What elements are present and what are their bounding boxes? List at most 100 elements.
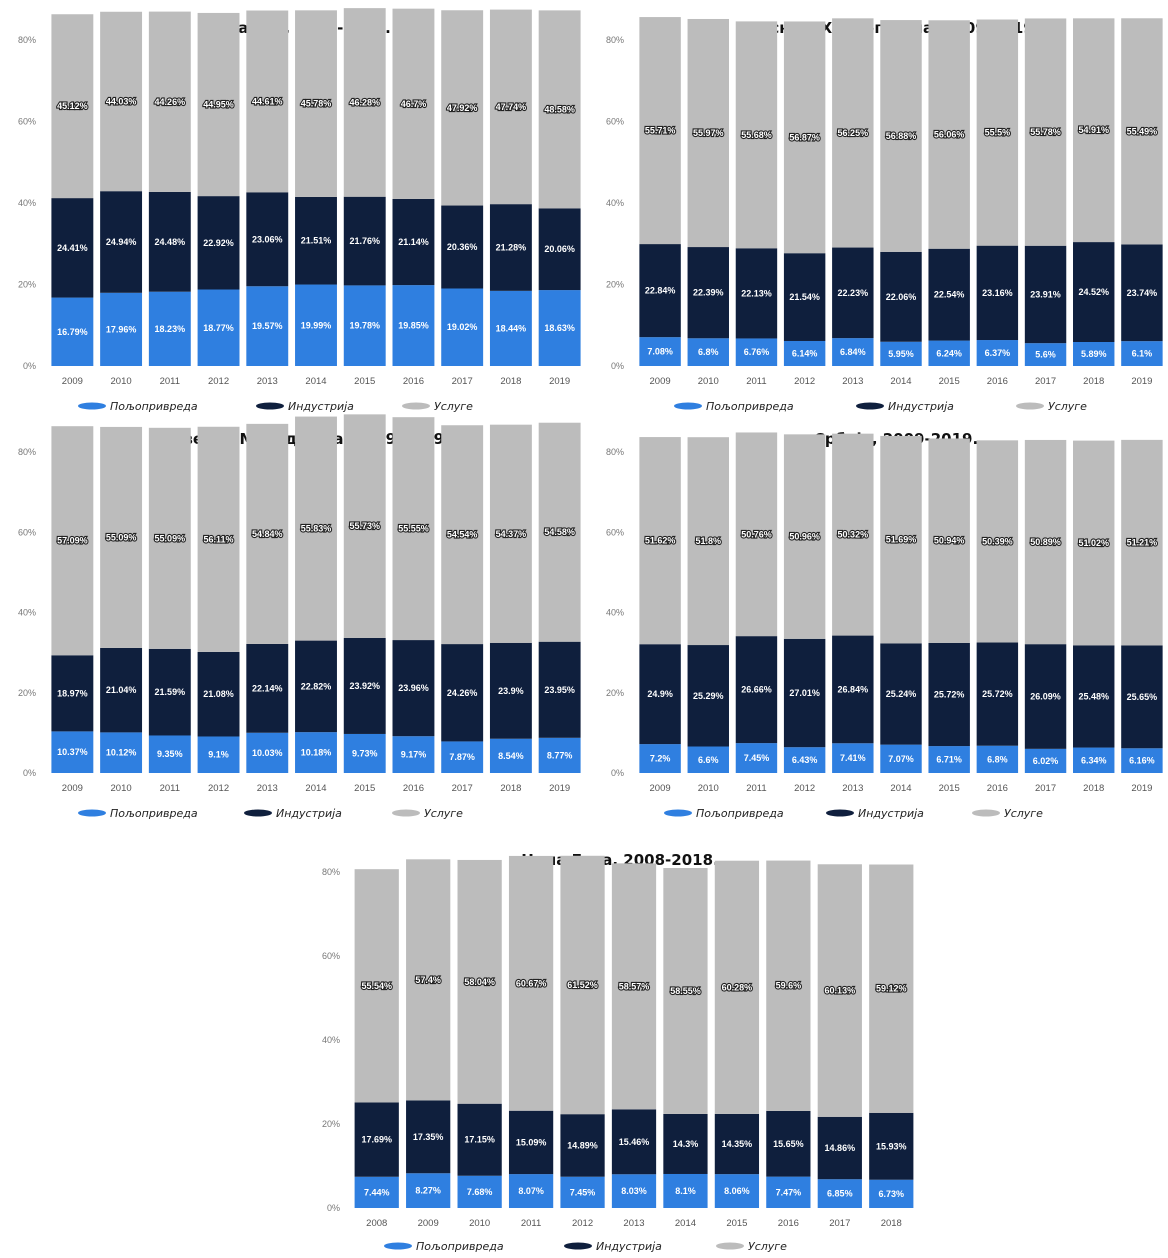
y-tick-label: 0% xyxy=(23,361,36,371)
x-tick-label: 2015 xyxy=(939,783,960,794)
x-tick-label: 2010 xyxy=(111,783,132,794)
data-label-agriculture: 6.34% xyxy=(1081,755,1107,765)
bar-services xyxy=(489,9,532,205)
data-label-industry: 24.41% xyxy=(57,243,88,253)
data-label-agriculture: 10.12% xyxy=(106,748,137,758)
bar-services xyxy=(766,860,811,1111)
bar-services xyxy=(100,426,143,648)
bar-agriculture xyxy=(663,1173,708,1208)
bar-agriculture xyxy=(457,1175,502,1208)
bar-services xyxy=(687,18,729,248)
data-label-agriculture: 16.79% xyxy=(57,327,88,337)
data-label-agriculture: 8.1% xyxy=(675,1186,696,1196)
legend-swatch-agriculture xyxy=(674,402,702,410)
bar-services xyxy=(197,426,240,652)
bar-services xyxy=(406,859,451,1101)
bar-industry xyxy=(354,1102,399,1177)
data-label-agriculture: 7.2% xyxy=(650,754,671,764)
data-label-agriculture: 6.14% xyxy=(792,348,818,358)
data-label-services: 56.25% xyxy=(838,128,869,138)
bar-industry xyxy=(343,196,386,286)
bar-industry xyxy=(976,642,1019,746)
bar-services xyxy=(441,425,484,645)
x-tick-label: 2009 xyxy=(62,783,83,794)
x-tick-label: 2015 xyxy=(726,1218,747,1229)
bar-services xyxy=(538,10,581,209)
bar-services xyxy=(560,855,605,1115)
x-tick-label: 2014 xyxy=(305,376,326,387)
x-tick-label: 2009 xyxy=(650,376,671,387)
data-label-industry: 22.14% xyxy=(252,683,283,693)
data-label-industry: 21.08% xyxy=(203,689,234,699)
bar-services xyxy=(611,863,657,1110)
bar-industry xyxy=(489,642,532,739)
bar-agriculture xyxy=(441,288,484,366)
bar-agriculture xyxy=(100,292,143,366)
chart-panel-3: Северна Македонија, 2009-2019.0%20%40%60… xyxy=(18,414,581,820)
data-label-services: 55.68% xyxy=(741,130,772,140)
data-label-industry: 23.9% xyxy=(498,686,524,696)
x-tick-label: 2018 xyxy=(500,783,521,794)
x-tick-label: 2010 xyxy=(698,783,719,794)
data-label-agriculture: 8.54% xyxy=(498,751,524,761)
y-tick-label: 60% xyxy=(18,117,36,127)
data-label-services: 56.11% xyxy=(204,534,234,544)
bar-industry xyxy=(246,192,289,287)
bar-industry xyxy=(441,644,484,742)
data-label-industry: 21.59% xyxy=(155,687,186,697)
bar-services xyxy=(735,21,778,249)
data-label-agriculture: 7.44% xyxy=(364,1187,390,1197)
data-label-services: 58.55% xyxy=(670,986,701,996)
legend-swatch-services xyxy=(716,1242,744,1250)
y-tick-label: 80% xyxy=(606,35,624,45)
data-label-agriculture: 6.84% xyxy=(840,347,866,357)
x-tick-label: 2018 xyxy=(500,376,521,387)
bar-agriculture xyxy=(343,285,386,366)
bar-services xyxy=(538,422,581,642)
bar-agriculture xyxy=(1073,341,1115,366)
x-tick-label: 2019 xyxy=(549,376,570,387)
data-label-agriculture: 5.89% xyxy=(1081,349,1107,359)
x-tick-label: 2014 xyxy=(890,376,911,387)
data-label-services: 55.54% xyxy=(361,981,392,991)
data-label-services: 47.92% xyxy=(447,103,478,113)
bar-agriculture xyxy=(100,732,143,773)
x-tick-label: 2013 xyxy=(842,376,863,387)
data-label-industry: 21.54% xyxy=(789,292,820,302)
bar-agriculture xyxy=(817,1179,862,1208)
data-label-agriculture: 6.85% xyxy=(827,1189,853,1199)
data-label-agriculture: 7.08% xyxy=(647,347,673,357)
bar-industry xyxy=(783,253,826,341)
data-label-industry: 22.82% xyxy=(301,681,332,691)
y-tick-label: 20% xyxy=(322,1119,340,1129)
chart-panel-5: Црна Гора, 2008-2018.0%20%40%60%80%7.44%… xyxy=(322,851,914,1253)
bar-industry xyxy=(538,641,581,738)
bar-agriculture xyxy=(611,1174,657,1208)
bar-industry xyxy=(735,248,778,339)
data-label-industry: 23.91% xyxy=(1030,289,1061,299)
data-label-services: 46.7% xyxy=(401,99,427,109)
bar-services xyxy=(51,14,94,199)
x-tick-label: 2016 xyxy=(987,783,1008,794)
data-label-services: 54.58% xyxy=(544,527,575,537)
data-label-agriculture: 7.68% xyxy=(467,1187,493,1197)
data-label-services: 51.62% xyxy=(645,536,676,546)
bar-services xyxy=(880,435,922,644)
data-label-services: 55.97% xyxy=(693,128,724,138)
legend-label-services: Услуге xyxy=(434,400,473,413)
bar-industry xyxy=(869,1112,914,1180)
bar-services xyxy=(869,864,914,1113)
data-label-services: 45.78% xyxy=(301,99,332,109)
data-label-industry: 25.72% xyxy=(934,689,965,699)
bar-agriculture xyxy=(295,732,337,773)
data-label-agriculture: 5.6% xyxy=(1035,350,1056,360)
data-label-services: 51.69% xyxy=(886,535,917,545)
x-tick-label: 2011 xyxy=(746,783,766,794)
x-tick-label: 2011 xyxy=(521,1218,541,1229)
data-label-services: 60.67% xyxy=(516,978,547,988)
data-label-services: 51.02% xyxy=(1078,538,1109,548)
bar-services xyxy=(928,20,970,249)
bar-industry xyxy=(687,247,729,339)
bar-industry xyxy=(441,205,484,289)
